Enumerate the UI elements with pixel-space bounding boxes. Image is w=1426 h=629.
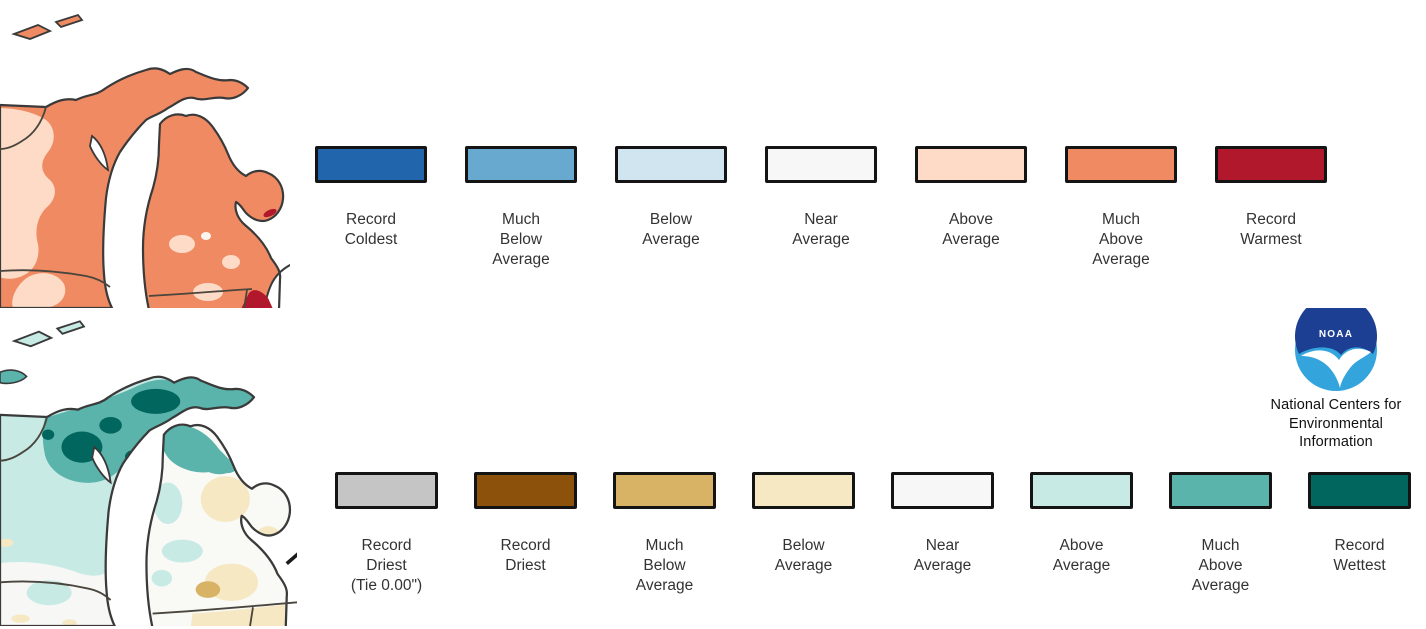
- temperature-legend: Record Coldest Much Below Average Below …: [296, 146, 1346, 270]
- legend-swatch-below-average: [615, 146, 727, 183]
- legend-swatch-record-warmest: [1215, 146, 1327, 183]
- legend-label: Record Warmest: [1240, 211, 1302, 248]
- legend-item-record-wettest: Record Wettest: [1290, 472, 1426, 596]
- precipitation-legend: Record Driest (Tie 0.00") Record Driest …: [317, 472, 1426, 596]
- legend-swatch-below-average: [752, 472, 855, 509]
- legend-item-much-below-average: Much Below Average: [595, 472, 734, 596]
- legend-label: Above Average: [1052, 537, 1111, 574]
- legend-item-record-coldest: Record Coldest: [296, 146, 446, 270]
- legend-swatch-record-wettest: [1308, 472, 1411, 509]
- noaa-logo-text: NOAA: [1319, 329, 1353, 340]
- legend-label: Record Wettest: [1333, 537, 1386, 574]
- legend-label: Record Coldest: [344, 211, 398, 248]
- legend-item-above-average: Above Average: [1012, 472, 1151, 596]
- legend-label: Above Average: [942, 211, 1000, 248]
- legend-swatch-record-driest: [474, 472, 577, 509]
- legend-item-record-driest: Record Driest: [456, 472, 595, 596]
- noaa-logo-icon: NOAA: [1295, 308, 1377, 391]
- legend-label: Much Below Average: [492, 211, 550, 268]
- legend-item-near-average: Near Average: [873, 472, 1012, 596]
- legend-swatch-record-driest-tie: [335, 472, 438, 509]
- legend-label: Record Driest (Tie 0.00"): [350, 537, 423, 594]
- legend-item-below-average: Below Average: [734, 472, 873, 596]
- legend-swatch-much-below-average: [613, 472, 716, 509]
- temperature-anomaly-map: [0, 8, 295, 313]
- legend-swatch-much-above-average: [1169, 472, 1272, 509]
- legend-item-record-driest-tie: Record Driest (Tie 0.00"): [317, 472, 456, 596]
- legend-swatch-above-average: [915, 146, 1027, 183]
- legend-item-much-above-average: Much Above Average: [1046, 146, 1196, 270]
- legend-item-much-below-average: Much Below Average: [446, 146, 596, 270]
- legend-swatch-above-average: [1030, 472, 1133, 509]
- legend-item-record-warmest: Record Warmest: [1196, 146, 1346, 270]
- legend-item-above-average: Above Average: [896, 146, 1046, 270]
- legend-item-near-average: Near Average: [746, 146, 896, 270]
- legend-label: Near Average: [913, 537, 972, 574]
- legend-swatch-near-average: [765, 146, 877, 183]
- legend-swatch-much-above-average: [1065, 146, 1177, 183]
- legend-swatch-much-below-average: [465, 146, 577, 183]
- legend-label: Near Average: [792, 211, 850, 248]
- legend-item-below-average: Below Average: [596, 146, 746, 270]
- legend-swatch-near-average: [891, 472, 994, 509]
- precipitation-anomaly-map: [0, 314, 302, 629]
- legend-label: Much Below Average: [635, 537, 694, 594]
- legend-item-much-above-average: Much Above Average: [1151, 472, 1290, 596]
- noaa-org-name: National Centers for Environmental Infor…: [1270, 397, 1402, 450]
- legend-swatch-record-coldest: [315, 146, 427, 183]
- legend-label: Below Average: [642, 211, 700, 248]
- noaa-block: NOAA National Centers for Environmental …: [1253, 308, 1419, 452]
- legend-label: Much Above Average: [1092, 211, 1150, 268]
- legend-label: Much Above Average: [1191, 537, 1250, 594]
- legend-label: Below Average: [774, 537, 833, 574]
- legend-label: Record Driest: [500, 537, 551, 574]
